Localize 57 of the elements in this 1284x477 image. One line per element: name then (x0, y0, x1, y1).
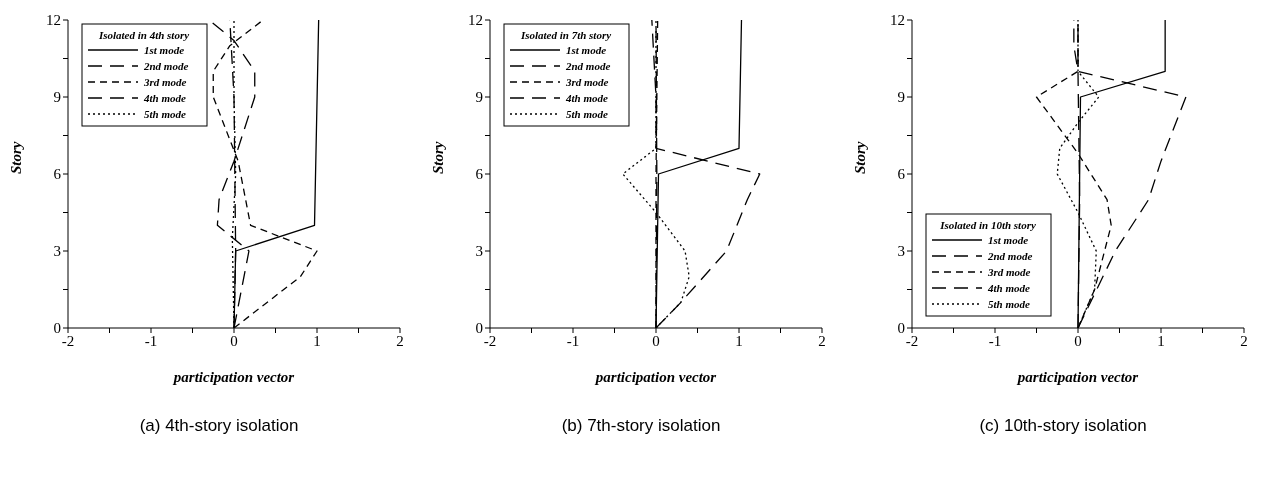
legend-title: Isolated in 7th story (519, 29, 612, 41)
legend-label: 4th mode (987, 282, 1030, 294)
legend-label: 5th mode (566, 108, 608, 120)
legend-label: 2nd mode (565, 60, 611, 72)
legend-label: 5th mode (144, 108, 186, 120)
x-tick-label: 0 (1074, 332, 1082, 349)
y-tick-label: 0 (475, 320, 483, 337)
x-tick-label: -2 (905, 332, 919, 349)
y-tick-label: 3 (897, 243, 905, 260)
x-tick-label: 1 (1157, 332, 1165, 349)
y-tick-label: 12 (46, 12, 61, 29)
x-tick-label: 2 (396, 332, 404, 349)
x-tick-label: 1 (735, 332, 743, 349)
x-tick-label: -1 (144, 332, 158, 349)
legend-label: 3rd mode (987, 266, 1031, 278)
legend-label: 1st mode (144, 44, 185, 56)
y-tick-label: 6 (53, 166, 62, 183)
y-axis-title: Story (852, 141, 869, 174)
legend-label: 2nd mode (143, 60, 189, 72)
y-tick-label: 9 (897, 89, 905, 106)
y-tick-label: 0 (897, 320, 905, 337)
legend-label: 4th mode (565, 92, 608, 104)
text: (a) 4th-story isolation (138, 416, 300, 436)
y-tick-label: 3 (53, 243, 61, 260)
legend-label: 1st mode (988, 234, 1029, 246)
legend-label: 5th mode (988, 298, 1030, 310)
x-axis-title: participation vector (593, 369, 717, 385)
y-tick-label: 0 (53, 320, 61, 337)
legend-title: Isolated in 10th story (939, 219, 1036, 231)
y-tick-label: 3 (475, 243, 483, 260)
text: (b) 7th-story isolation (560, 416, 722, 436)
legend-label: 3rd mode (565, 76, 609, 88)
x-tick-label: 1 (313, 332, 321, 349)
y-tick-label: 9 (53, 89, 61, 106)
x-tick-label: 0 (652, 332, 660, 349)
legend-title: Isolated in 4th story (97, 29, 190, 41)
y-tick-label: 6 (475, 166, 484, 183)
y-tick-label: 12 (890, 12, 905, 29)
y-tick-label: 9 (475, 89, 483, 106)
y-axis-title: Story (430, 141, 447, 174)
y-axis-title: Story (8, 141, 25, 174)
x-axis-title: participation vector (1015, 369, 1139, 385)
x-tick-label: -1 (988, 332, 1002, 349)
text: (c) 10th-story isolation (978, 416, 1148, 436)
y-tick-label: 12 (468, 12, 483, 29)
x-tick-label: 0 (230, 332, 238, 349)
x-tick-label: 2 (1240, 332, 1248, 349)
x-tick-label: -2 (61, 332, 75, 349)
legend-label: 4th mode (143, 92, 186, 104)
legend-label: 1st mode (566, 44, 607, 56)
x-tick-label: 2 (818, 332, 826, 349)
x-tick-label: -2 (483, 332, 497, 349)
legend-label: 2nd mode (987, 250, 1033, 262)
y-tick-label: 6 (897, 166, 906, 183)
legend-label: 3rd mode (143, 76, 187, 88)
x-axis-title: participation vector (171, 369, 295, 385)
x-tick-label: -1 (566, 332, 580, 349)
